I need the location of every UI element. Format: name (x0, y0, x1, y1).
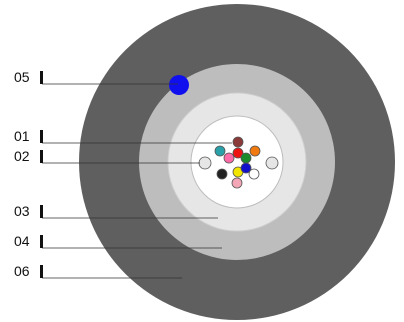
fiber-dot (240, 162, 252, 174)
fiber-dot (231, 177, 243, 189)
fiber-dot (248, 168, 260, 180)
fiber-dot (216, 168, 228, 180)
fiber-dot (232, 147, 244, 159)
callout-label-03: 03 (14, 203, 30, 219)
callout-tick-05 (40, 71, 43, 84)
fiber-bundle (198, 136, 279, 189)
fiber-dot (198, 156, 212, 170)
fiber-dot (223, 152, 235, 164)
accent-dot (169, 75, 189, 95)
callout-lines (42, 83, 232, 279)
callout-tick-04 (40, 235, 43, 248)
callout-label-04: 04 (14, 233, 30, 249)
callout-label-01: 01 (14, 128, 30, 144)
core-area (190, 115, 284, 209)
fiber-dot (232, 136, 244, 148)
callout-tick-02 (40, 150, 43, 163)
fiber-dot (265, 156, 279, 170)
callout-ticks (40, 71, 43, 278)
callout-tick-01 (40, 130, 43, 143)
callout-tick-06 (40, 265, 43, 278)
callout-label-05: 05 (14, 69, 30, 85)
fiber-dot (214, 145, 226, 157)
fiber-dot (240, 152, 252, 164)
callout-label-02: 02 (14, 148, 30, 164)
fiber-dot (249, 145, 261, 157)
callout-label-06: 06 (14, 263, 30, 279)
callout-tick-03 (40, 205, 43, 218)
